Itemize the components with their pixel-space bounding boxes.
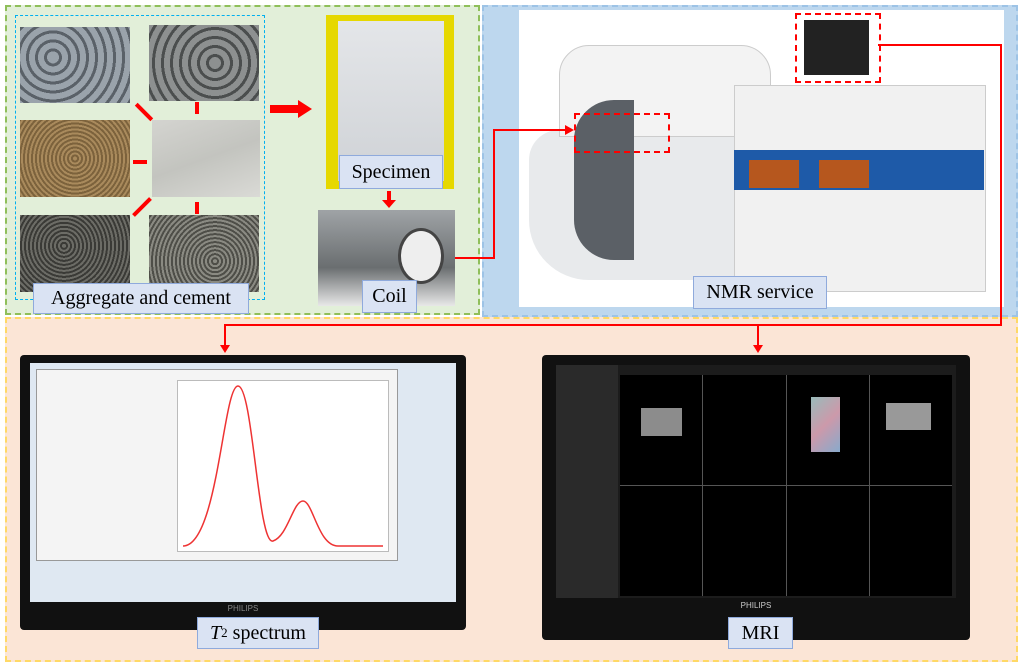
coil-line-v [493,129,495,259]
arrow-to-mix-5 [195,202,199,214]
coarse-aggregate-photo [20,27,130,103]
nmr-device-photo [519,10,1004,307]
monitor-line-v [1000,44,1002,326]
mri-monitor-brand: PHILIPS [740,601,772,610]
grit-photo [149,215,259,292]
t2-line-v [224,324,226,346]
t2-text: spectrum [227,621,306,644]
arrow-to-coil [387,191,391,201]
sand-photo [20,120,130,197]
mri-label: MRI [728,617,793,649]
nmr-service-label: NMR service [693,276,827,309]
coil-photo [318,210,455,306]
fine-aggregate-photo [20,215,130,292]
output-line-h [224,324,1002,326]
t2-monitor: PHILIPS [20,355,466,630]
monitor-line-h [878,44,1002,46]
specimen-label: Specimen [339,155,443,189]
t2-line-head [220,345,230,353]
coil-line-h1 [455,257,495,259]
sample-position-highlight [574,113,670,153]
monitor-brand: PHILIPS [227,604,259,613]
cement-photo [152,120,260,197]
mri-line-v [757,324,759,346]
monitor-highlight [795,13,881,83]
aggregate-label: Aggregate and cement [33,283,249,314]
arrow-to-mix-2 [195,102,199,114]
mri-monitor: PHILIPS [542,355,970,640]
arrow-to-mix-3 [133,160,147,164]
t2-spectrum-curve [182,385,383,547]
coil-label: Coil [362,280,417,313]
gravel-photo [149,25,259,101]
arrow-to-specimen [270,105,300,113]
t2-subscript: 2 [221,625,228,640]
coil-line-h2 [493,129,567,131]
t2-symbol: T [210,621,222,644]
arrow-to-coil-head [382,200,396,208]
arrow-to-specimen-head [298,100,312,118]
coil-line-head [565,125,574,135]
mri-line-head [753,345,763,353]
